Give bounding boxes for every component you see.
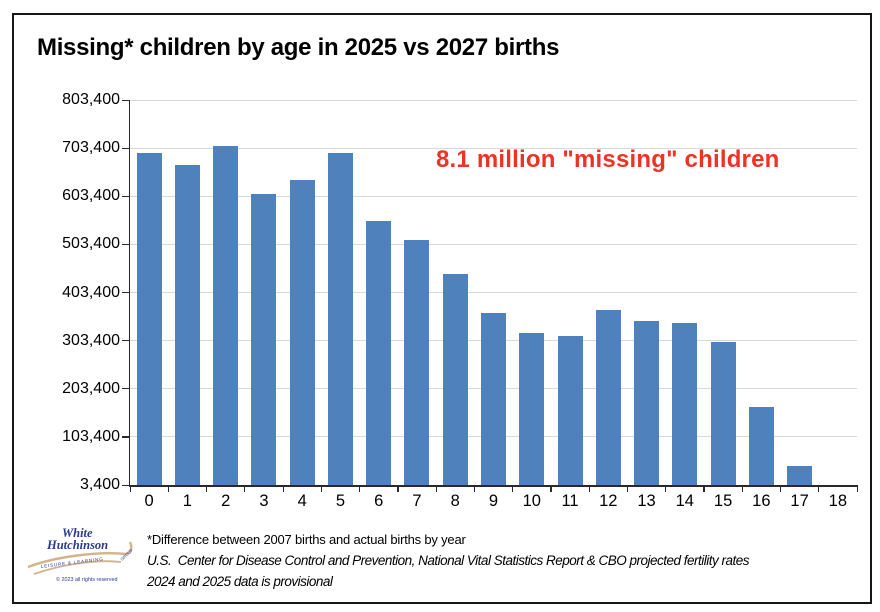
y-axis-label: 703,400 (62, 139, 120, 157)
x-axis-label: 12 (599, 492, 618, 510)
bar-age-15 (710, 341, 736, 485)
x-axis-tick (129, 485, 131, 492)
y-axis-tick (122, 340, 130, 342)
bar-age-3 (251, 194, 277, 485)
x-axis-tick (206, 485, 208, 492)
y-axis-label: 603,400 (62, 187, 120, 205)
y-axis-tick (122, 195, 130, 197)
logo-tagline-text: LEISURE & LEARNING (41, 556, 104, 569)
y-axis-tick (122, 147, 130, 149)
bar-age-14 (672, 322, 698, 485)
bar-age-4 (289, 179, 315, 485)
y-gridline (130, 243, 857, 245)
chart-title: Missing* children by age in 2025 vs 2027… (37, 34, 560, 61)
x-axis-tick (282, 485, 284, 492)
y-axis-tick (122, 243, 130, 246)
x-axis-tick (550, 485, 552, 492)
x-axis-line (128, 485, 857, 487)
x-axis-tick (473, 485, 476, 492)
x-axis-tick (665, 485, 667, 492)
y-axis-label: 203,400 (62, 379, 120, 397)
bar-age-12 (595, 310, 621, 485)
y-axis-label: 403,400 (62, 283, 120, 301)
footnote-definition: *Difference between 2007 births and actu… (147, 532, 466, 547)
annotation-missing-total: 8.1 million "missing" children (436, 146, 780, 173)
y-axis-tick (122, 99, 130, 101)
bar-age-5 (327, 153, 353, 485)
x-axis-label: 2 (221, 492, 231, 510)
x-axis-label: 4 (297, 492, 307, 510)
x-axis-tick (779, 485, 782, 492)
bar-age-13 (634, 320, 660, 485)
x-axis-label: 11 (561, 492, 579, 510)
bar-age-11 (557, 336, 583, 485)
logo-white-text: White (62, 526, 93, 540)
x-axis-tick (435, 485, 437, 492)
y-axis-tick (122, 484, 130, 486)
x-axis-label: 9 (488, 492, 499, 510)
x-axis-label: 1 (182, 492, 192, 510)
x-axis-label: 15 (713, 492, 733, 510)
logo-swoosh-upper (27, 541, 133, 569)
x-axis-tick (818, 485, 820, 492)
x-axis-tick (359, 485, 361, 492)
bar-age-8 (442, 274, 468, 485)
x-axis-label: 5 (335, 492, 346, 510)
x-axis-tick (512, 485, 514, 492)
x-axis-tick (397, 485, 399, 492)
y-gridline (130, 195, 857, 197)
y-axis-label: 103,400 (62, 427, 120, 445)
bar-age-10 (519, 332, 545, 485)
x-axis-label: 13 (637, 492, 656, 510)
x-axis-tick (703, 485, 705, 492)
x-axis-tick (244, 485, 246, 492)
x-axis-label: 7 (412, 492, 422, 510)
bar-age-1 (174, 165, 200, 485)
footnote-provisional: 2024 and 2025 data is provisional (147, 574, 333, 589)
bar-age-17 (787, 466, 813, 485)
logo-hutchinson-text: Hutchinson (46, 538, 108, 552)
footnote-source: U.S. Center for Disease Control and Prev… (147, 553, 750, 568)
bar-age-7 (404, 240, 430, 485)
x-axis-tick (167, 485, 169, 492)
y-axis-tick (122, 292, 130, 294)
x-axis-label: 18 (828, 492, 848, 510)
bar-age-9 (481, 313, 506, 485)
x-axis-label: 14 (675, 492, 694, 510)
y-axis-tick (122, 388, 130, 390)
bar-age-2 (213, 145, 239, 485)
x-axis-label: 17 (790, 492, 809, 510)
x-axis-label: 8 (450, 492, 460, 510)
x-axis-tick (588, 485, 590, 492)
x-axis-label: 16 (752, 492, 771, 510)
logo-copyright-text: © 2023 all rights reserved (56, 576, 118, 583)
bar-age-6 (366, 221, 392, 485)
y-axis-line (128, 99, 130, 487)
y-axis-label: 3,400 (79, 476, 120, 493)
y-gridline (130, 147, 857, 149)
x-axis-tick (626, 485, 629, 492)
bar-age-16 (748, 407, 774, 485)
x-axis-label: 0 (144, 492, 154, 510)
y-axis-label: 503,400 (62, 235, 120, 253)
y-axis-tick (122, 436, 130, 438)
x-axis-label: 10 (522, 492, 541, 510)
logo-swoosh-lower (33, 560, 122, 575)
y-axis-label: 303,400 (62, 331, 120, 349)
white-hutchinson-logo: White Hutchinson LEISURE & LEARNING GROU… (27, 526, 134, 583)
y-axis-label: 803,400 (62, 91, 120, 108)
bar-age-0 (136, 152, 162, 485)
x-axis-tick (320, 485, 322, 492)
x-axis-label: 6 (374, 492, 384, 510)
y-gridline (130, 99, 857, 101)
x-axis-tick (741, 485, 743, 492)
x-axis-tick (856, 485, 858, 492)
x-axis-label: 3 (259, 492, 269, 510)
y-gridline (130, 292, 857, 293)
